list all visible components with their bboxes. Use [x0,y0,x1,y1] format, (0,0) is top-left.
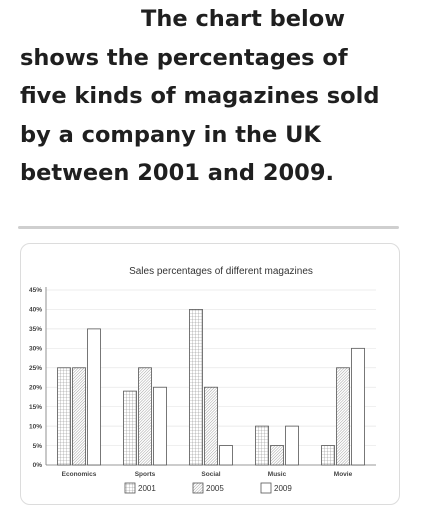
legend-label: 2001 [138,484,156,493]
y-tick-label: 10% [29,423,42,430]
divider [18,226,399,229]
y-tick-label: 40% [29,307,42,314]
legend-swatch [260,482,272,494]
bar-economics-2001 [57,367,71,466]
y-tick-label: 45% [29,287,42,294]
heading-line: five kinds of magazines sold [20,83,380,110]
bar-social-2005 [204,386,218,466]
y-tick-label: 20% [29,384,42,391]
bar-social-2001 [189,309,203,466]
heading-line: between 2001 and 2009. [20,160,335,187]
y-tick-label: 0% [33,462,43,469]
bars [57,309,365,466]
x-tick-label: Economics [62,471,97,478]
bar-social-2009 [219,445,233,466]
y-tick-label: 35% [29,326,42,333]
bar-movie-2009 [351,347,365,466]
y-tick-label: 5% [33,443,43,450]
bar-music-2001 [255,425,269,466]
bar-sports-2005 [138,367,152,466]
x-tick-label: Movie [334,471,353,478]
heading-line: shows the percentages of [20,44,348,71]
bar-chart: Sales percentages of different magazines… [29,266,376,494]
x-tick-label: Sports [135,471,156,478]
legend-label: 2009 [274,484,292,493]
legend: 2001 2005 2009 [124,482,292,494]
bar-music-2005 [270,445,284,466]
gridlines [46,289,376,446]
heading-line: by a company in the UK [20,121,321,148]
legend-swatch [192,482,204,494]
bar-economics-2009 [87,328,101,466]
bar-music-2009 [285,425,299,466]
bar-sports-2009 [153,386,167,466]
bar-movie-2005 [336,367,350,466]
y-tick-label: 25% [29,365,42,372]
chart-title: Sales percentages of different magazines [129,266,313,277]
heading-text: The chart below shows the percentages of… [20,0,430,193]
legend-label: 2005 [206,484,224,493]
legend-swatch [124,482,136,494]
y-tick-label: 30% [29,346,42,353]
heading-line: The chart below [141,6,346,32]
x-tick-label: Music [268,471,287,478]
x-tick-label: Social [201,471,220,478]
bar-economics-2005 [72,367,86,466]
x-axis: Economics Sports Social Music Movie [62,471,353,478]
bar-sports-2001 [123,390,137,466]
bar-movie-2001 [321,445,335,466]
y-tick-label: 15% [29,404,42,411]
chart-card[interactable]: Sales percentages of different magazines… [20,243,400,505]
